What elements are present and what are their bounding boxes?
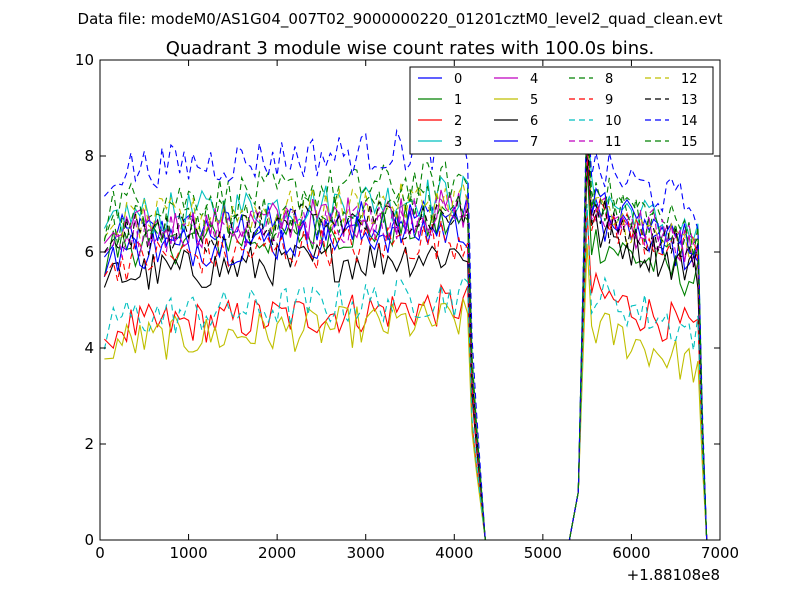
x-tick-label-2000: 2000: [258, 544, 296, 562]
x-tick-label-1000: 1000: [169, 544, 207, 562]
legend-label-9: 9: [605, 93, 613, 108]
y-tick-label-8: 8: [84, 147, 94, 165]
legend-label-3: 3: [454, 135, 462, 150]
x-tick-label-5000: 5000: [524, 544, 562, 562]
legend-label-10: 10: [605, 114, 622, 129]
legend-label-0: 0: [454, 72, 462, 87]
x-offset-label: +1.88108e8: [627, 566, 720, 584]
series-line-7: [103, 123, 708, 540]
y-tick-label-10: 10: [75, 51, 94, 69]
chart-suptitle: Data file: modeM0/AS1G04_007T02_90000002…: [78, 10, 723, 29]
legend-label-1: 1: [454, 93, 462, 108]
plot-frame: [99, 59, 721, 541]
y-tick-label-2: 2: [84, 435, 94, 453]
series-layer: [103, 91, 708, 540]
y-tick-label-6: 6: [84, 243, 94, 261]
series-line-11: [104, 140, 708, 540]
x-tick-label-6000: 6000: [612, 544, 650, 562]
legend-label-7: 7: [530, 135, 538, 150]
legend-label-15: 15: [681, 135, 698, 150]
y-tick-label-0: 0: [84, 531, 94, 549]
series-line-12: [103, 127, 708, 540]
legend-box: [409, 66, 714, 155]
x-tick-label-7000: 7000: [701, 544, 739, 562]
x-tick-label-0: 0: [95, 544, 105, 562]
legend-label-14: 14: [681, 114, 698, 129]
legend-label-6: 6: [530, 114, 538, 129]
series-line-4: [103, 129, 708, 540]
legend-label-2: 2: [454, 114, 462, 129]
y-tick-label-4: 4: [84, 339, 94, 357]
series-line-14: [103, 91, 708, 540]
legend-label-8: 8: [605, 72, 613, 87]
chart-title: Quadrant 3 module wise count rates with …: [166, 38, 655, 59]
x-tick-label-3000: 3000: [347, 544, 385, 562]
legend-label-5: 5: [530, 93, 538, 108]
series-line-15: [103, 105, 708, 540]
series-line-2: [104, 212, 708, 540]
series-line-6: [103, 154, 708, 540]
series-line-8: [103, 109, 708, 540]
legend-label-4: 4: [530, 72, 538, 87]
legend-label-11: 11: [605, 135, 622, 150]
series-line-9: [103, 148, 708, 540]
series-line-10: [103, 203, 708, 540]
x-tick-label-4000: 4000: [435, 544, 473, 562]
legend-label-12: 12: [681, 72, 698, 87]
series-line-5: [104, 243, 708, 540]
series-line-13: [103, 130, 708, 540]
legend-label-13: 13: [681, 93, 698, 108]
